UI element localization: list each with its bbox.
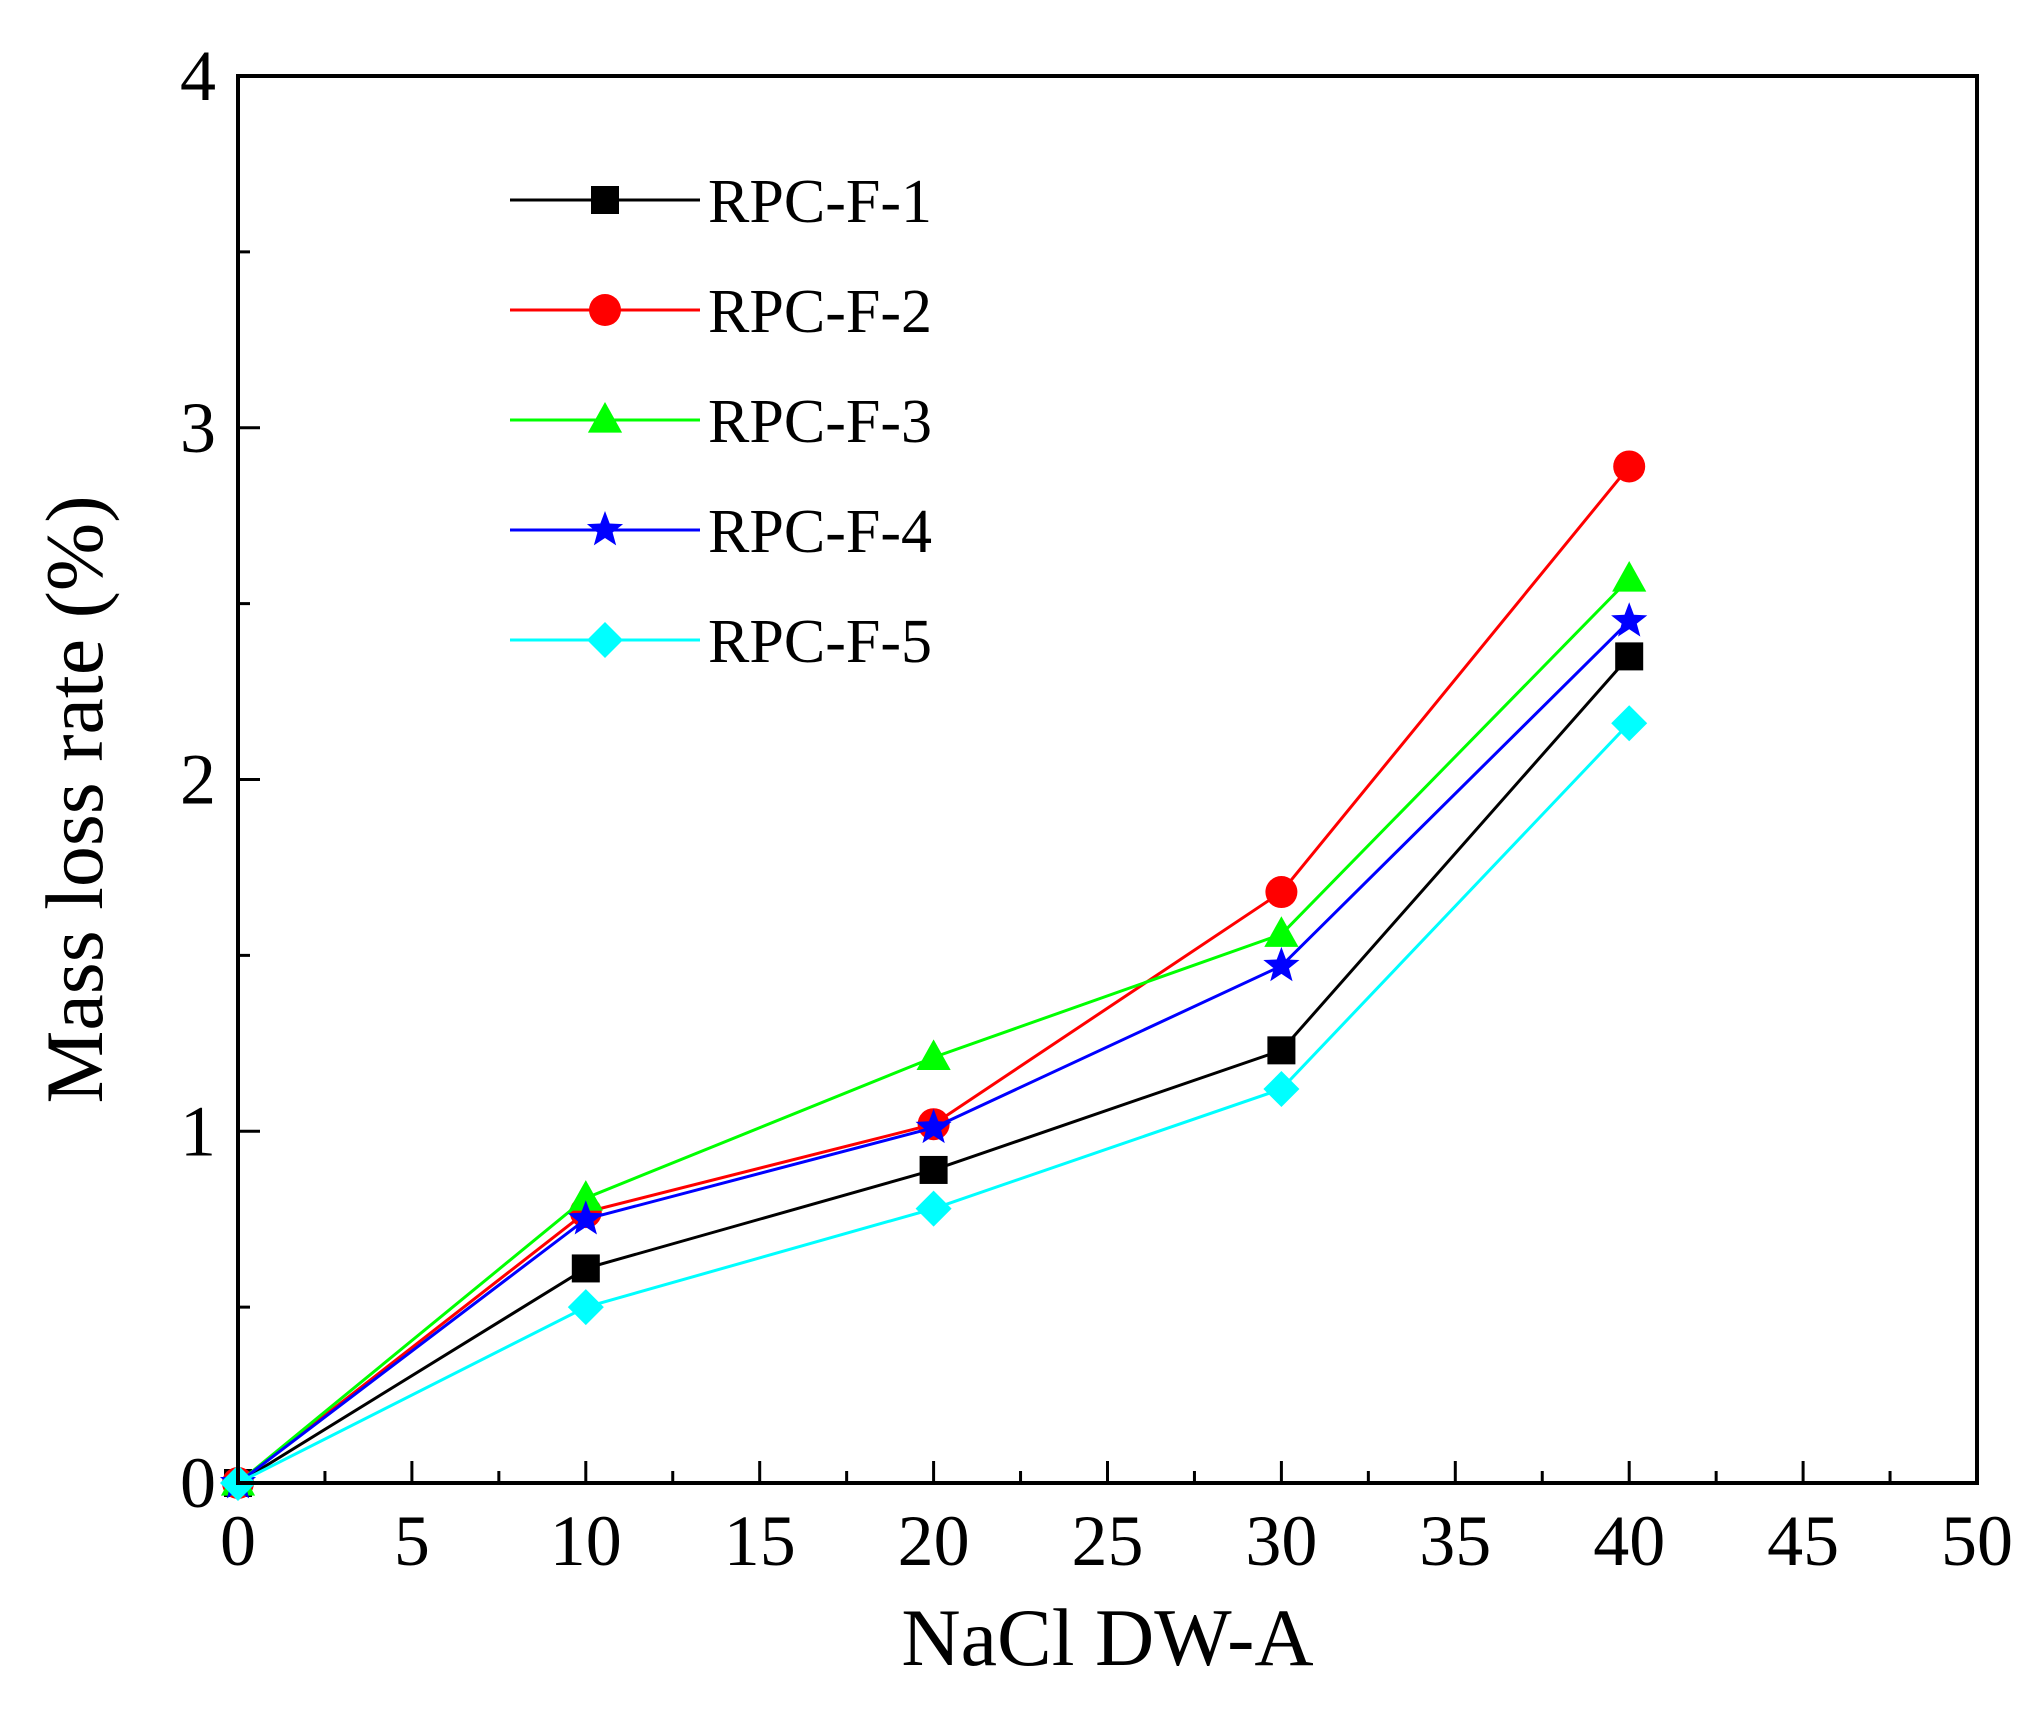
series-line-RPC-F-5 bbox=[237, 722, 1631, 1485]
legend-item: RPC-F-2 bbox=[510, 278, 932, 346]
legend-marker bbox=[587, 622, 623, 658]
series-layer bbox=[219, 450, 1648, 1501]
legend-item: RPC-F-4 bbox=[510, 498, 932, 566]
series-line-RPC-F-2 bbox=[237, 465, 1631, 1485]
data-point-RPC-F-5 bbox=[567, 1289, 604, 1326]
x-tick-label: 5 bbox=[394, 1501, 430, 1581]
data-point-RPC-F-2 bbox=[1265, 876, 1298, 909]
x-tick-label: 35 bbox=[1419, 1501, 1491, 1581]
legend-label: RPC-F-4 bbox=[708, 498, 932, 566]
data-point-RPC-F-3 bbox=[916, 1039, 951, 1070]
data-point-RPC-F-3 bbox=[1264, 916, 1299, 947]
legend-label: RPC-F-5 bbox=[708, 608, 932, 676]
data-point-RPC-F-2 bbox=[1613, 450, 1646, 483]
data-point-RPC-F-3 bbox=[568, 1180, 603, 1211]
data-point-RPC-F-4 bbox=[915, 1108, 952, 1144]
x-tick-label: 30 bbox=[1245, 1501, 1317, 1581]
series-RPC-F-3 bbox=[220, 561, 1647, 1496]
data-point-RPC-F-5 bbox=[915, 1190, 952, 1227]
data-point-RPC-F-5 bbox=[1263, 1071, 1300, 1108]
legend-marker bbox=[587, 402, 623, 433]
series-RPC-F-2 bbox=[222, 450, 1646, 1499]
legend-label: RPC-F-2 bbox=[708, 278, 932, 346]
labels-layer: 0 5 10 15 20 25 30 35 40 45 50 0 1 2 3 4 bbox=[180, 36, 2013, 1581]
x-tick-label: 25 bbox=[1072, 1501, 1144, 1581]
y-tick-label: 2 bbox=[180, 740, 216, 820]
y-tick-label: 0 bbox=[180, 1443, 216, 1523]
x-tick-label: 20 bbox=[898, 1501, 970, 1581]
x-tick-label: 40 bbox=[1593, 1501, 1665, 1581]
plot-frame bbox=[236, 74, 1979, 1485]
legend-label: RPC-F-1 bbox=[708, 168, 932, 236]
legend-marker bbox=[589, 294, 621, 326]
data-point-RPC-F-1 bbox=[1267, 1036, 1296, 1065]
y-axis-title: Mass loss rate (%) bbox=[29, 495, 120, 1103]
data-point-RPC-F-1 bbox=[1615, 642, 1644, 671]
x-axis-title: NaCl DW-A bbox=[901, 1592, 1313, 1683]
x-tick-label: 0 bbox=[220, 1501, 256, 1581]
x-tick-label: 50 bbox=[1941, 1501, 2013, 1581]
y-tick-label: 3 bbox=[180, 388, 216, 468]
data-point-RPC-F-3 bbox=[1612, 561, 1647, 592]
data-point-RPC-F-5 bbox=[1611, 705, 1648, 742]
ticks-layer bbox=[236, 74, 1979, 1485]
legend-item: RPC-F-1 bbox=[510, 168, 932, 236]
x-tick-label: 10 bbox=[550, 1501, 622, 1581]
x-tick-label: 15 bbox=[724, 1501, 796, 1581]
y-tick-label: 1 bbox=[180, 1091, 216, 1171]
data-point-RPC-F-1 bbox=[919, 1155, 948, 1184]
data-point-RPC-F-4 bbox=[1263, 946, 1300, 982]
data-point-RPC-F-4 bbox=[567, 1200, 604, 1235]
legend-label: RPC-F-3 bbox=[708, 388, 932, 456]
legend: RPC-F-1 RPC-F-2 RPC-F-3 RPC-F-4 RPC-F-5 bbox=[510, 168, 932, 676]
legend-item: RPC-F-3 bbox=[510, 388, 932, 456]
y-tick-label: 4 bbox=[180, 36, 216, 116]
series-line-RPC-F-3 bbox=[237, 577, 1631, 1485]
series-RPC-F-5 bbox=[220, 705, 1648, 1501]
legend-marker bbox=[586, 511, 624, 546]
data-point-RPC-F-1 bbox=[571, 1254, 600, 1283]
legend-marker bbox=[591, 186, 619, 214]
legend-item: RPC-F-5 bbox=[510, 608, 932, 676]
x-tick-label: 45 bbox=[1767, 1501, 1839, 1581]
data-point-RPC-F-4 bbox=[1611, 602, 1648, 637]
